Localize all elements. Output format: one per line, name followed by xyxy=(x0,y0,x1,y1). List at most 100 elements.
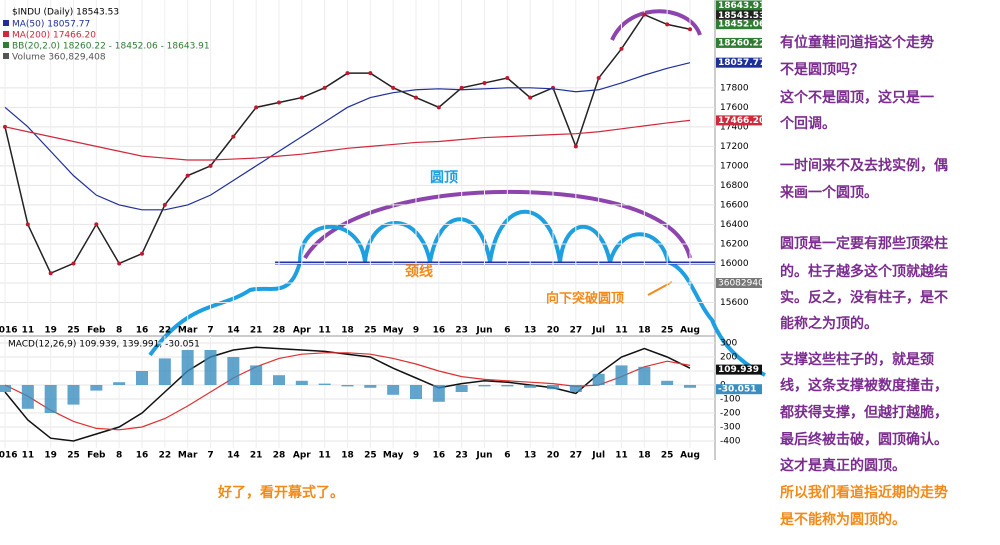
y-tick-label: -200 xyxy=(720,409,741,419)
price-label-bg xyxy=(716,10,762,21)
price-label-bg xyxy=(716,19,762,30)
legend-swatch xyxy=(3,20,9,26)
close-point xyxy=(208,163,213,168)
y-tick-label: -300 xyxy=(720,423,741,433)
x-tick-label: 19 xyxy=(44,326,57,336)
histogram-bar xyxy=(387,385,400,395)
x-tick-label: 11 xyxy=(22,326,35,336)
histogram-bar xyxy=(90,385,103,391)
histogram-bar xyxy=(432,385,445,402)
conclusion-line: 所以我们看道指近期的走势 xyxy=(780,484,948,501)
x-tick-label: Jul xyxy=(591,451,605,461)
caption: 好了，看开幕式了。 xyxy=(217,484,344,501)
price-label: 18260.22 xyxy=(718,38,765,48)
price-label: 17466.20 xyxy=(718,116,765,126)
y-tick-label: 17800 xyxy=(720,83,749,93)
x-tick-label: 11 xyxy=(318,326,331,336)
close-point xyxy=(162,202,167,207)
x-tick-label: 16 xyxy=(433,451,446,461)
x-tick-label: 21 xyxy=(250,326,263,336)
note-line: 实。反之，没有柱子，是不 xyxy=(780,289,948,306)
price-label: 18452.06 xyxy=(718,20,765,30)
histogram-bar xyxy=(250,365,263,385)
series-line xyxy=(4,346,691,442)
x-tick-label: 25 xyxy=(364,451,377,461)
histogram-bar xyxy=(113,382,126,385)
legend-entry: Volume 360,829,408 xyxy=(12,53,106,63)
x-tick-label: 13 xyxy=(524,326,537,336)
histogram-bar xyxy=(592,373,605,385)
x-tick-label: 6 xyxy=(504,451,510,461)
legend-entry: MA(200) 17466.20 xyxy=(12,31,96,41)
x-tick-label: 8 xyxy=(116,326,122,336)
x-tick-label: 28 xyxy=(273,451,286,461)
close-point xyxy=(368,71,373,76)
x-tick-label: Apr xyxy=(293,451,311,461)
close-point xyxy=(414,95,418,100)
note-line: 这才是真正的圆顶。 xyxy=(780,457,906,474)
note-line: 都获得支撑，但越打越脆， xyxy=(779,404,948,421)
close-point xyxy=(436,105,441,110)
x-tick-label: 22 xyxy=(159,451,172,461)
close-point xyxy=(482,80,487,85)
x-tick-label: 25 xyxy=(661,326,674,336)
x-tick-label: 18 xyxy=(638,451,651,461)
x-tick-label: 14 xyxy=(227,326,240,336)
x-tick-label: Apr xyxy=(293,326,311,336)
y-tick-label: 17200 xyxy=(720,142,749,152)
close-point xyxy=(140,251,144,256)
histogram-bar xyxy=(44,385,57,413)
histogram-bar xyxy=(524,385,537,388)
histogram-bar xyxy=(547,385,559,390)
histogram-bar xyxy=(684,385,696,388)
y-tick-label: 16000 xyxy=(720,259,749,269)
close-point xyxy=(665,22,670,27)
close-point xyxy=(505,76,510,81)
x-tick-label: 16 xyxy=(433,326,446,336)
purple-arc-recent xyxy=(610,9,702,41)
volume-label-bg xyxy=(716,278,762,288)
blue-right-curve xyxy=(667,260,766,377)
note-line: 个回调。 xyxy=(779,115,836,132)
histogram-bar xyxy=(455,385,468,392)
x-tick-label: 8 xyxy=(116,451,122,461)
close-point xyxy=(25,222,30,227)
close-point xyxy=(573,144,578,149)
x-tick-label: 27 xyxy=(570,451,583,461)
x-tick-label: 18 xyxy=(341,326,354,336)
conclusion-line: 是不能称为圆顶的。 xyxy=(780,511,906,528)
x-tick-label: 20 xyxy=(547,326,560,336)
volume-label: 36082940 xyxy=(718,279,764,289)
break-arrow xyxy=(647,281,673,296)
histogram-bar xyxy=(295,380,308,385)
x-tick-label: 7 xyxy=(207,451,213,461)
histogram-bar xyxy=(227,357,240,385)
x-tick-label: 19 xyxy=(44,451,57,461)
histogram-bar xyxy=(615,365,628,385)
close-point xyxy=(254,105,259,110)
x-tick-label: 18 xyxy=(341,451,354,461)
histogram-bar xyxy=(158,358,171,385)
note-line: 不是圆顶吗？ xyxy=(780,62,864,78)
close-point xyxy=(3,124,7,129)
x-tick-label: 25 xyxy=(364,326,377,336)
x-tick-label: 16 xyxy=(136,451,149,461)
y-tick-label: -400 xyxy=(720,437,741,447)
close-point xyxy=(94,222,99,227)
x-tick-label: Feb xyxy=(87,326,106,336)
price-label-bg xyxy=(716,115,762,126)
close-point xyxy=(322,85,327,90)
price-label: 18057.77 xyxy=(718,58,765,68)
legend-swatch xyxy=(3,53,9,59)
x-tick-label: 25 xyxy=(67,326,80,336)
histogram-bar xyxy=(341,385,354,387)
y-tick-label: 16400 xyxy=(720,220,749,230)
note-line: 圆顶是一定要有那些顶梁柱 xyxy=(780,235,948,252)
close-point xyxy=(459,85,464,90)
legend-entry: BB(20,2.0) 18260.22 - 18452.06 - 18643.9… xyxy=(12,42,210,52)
x-tick-label: Jul xyxy=(591,326,605,336)
blue-left-curve xyxy=(148,261,302,357)
close-point xyxy=(596,76,601,81)
legend-swatch xyxy=(3,42,9,48)
